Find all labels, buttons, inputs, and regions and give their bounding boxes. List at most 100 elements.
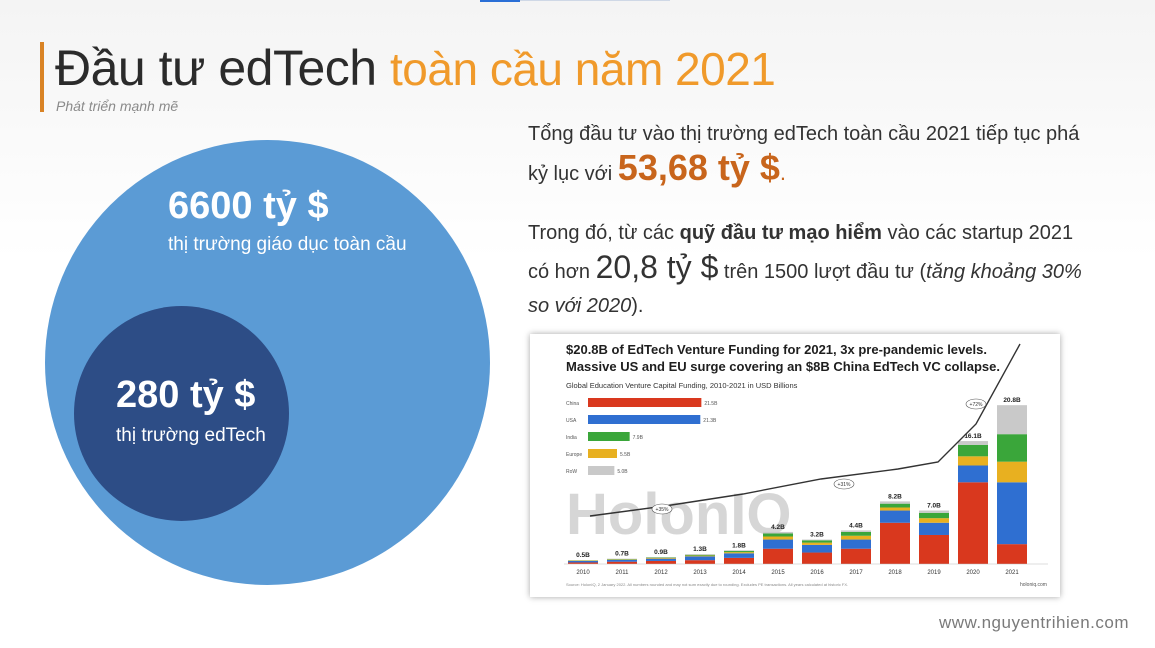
inset-label: Europe — [566, 452, 582, 458]
inset-value: 21.3B — [703, 418, 717, 424]
bars-group: 0.5B 0.7B 0.9B 1.3B 1.8B 4.2B 3.2B 4.4B 8.2B 7.0B… — [568, 397, 1027, 564]
trend-marker-label: +31% — [838, 482, 851, 488]
bar-segment — [880, 522, 910, 564]
edtech-circle — [74, 306, 289, 521]
inset-value: 5.5B — [620, 452, 631, 458]
bar-segment — [802, 539, 832, 541]
bar-segment — [802, 542, 832, 545]
bar-total-label: 7.0B — [927, 503, 941, 510]
inset-bar — [588, 466, 615, 475]
bar-segment — [880, 503, 910, 508]
inset-value: 21.5B — [704, 401, 718, 407]
bar-segment — [958, 482, 988, 564]
bar-total-label: 16.1B — [964, 433, 982, 440]
bar-segment — [607, 561, 637, 564]
p2-text-c: trên 1500 lượt đầu tư ( — [718, 261, 927, 283]
x-tick-label: 2014 — [732, 570, 746, 576]
p2-bold: quỹ đầu tư mạo hiểm — [679, 222, 882, 244]
bar-total-label: 20.8B — [1003, 397, 1021, 404]
bar-segment — [841, 539, 871, 549]
bar-segment — [880, 510, 910, 523]
bar-segment — [685, 556, 715, 561]
bar-segment — [841, 531, 871, 536]
bar-segment — [763, 548, 793, 564]
x-tick-label: 2010 — [576, 570, 590, 576]
bar-segment — [685, 554, 715, 556]
trend-line — [589, 343, 1021, 517]
bar-segment — [724, 557, 754, 564]
bar-segment — [724, 552, 754, 554]
top-tab-indicator — [480, 0, 520, 2]
p2-italic: tăng khoảng 30% so với 2020 — [528, 261, 1082, 317]
venture-paragraph: Trong đó, từ các quỹ đầu tư mạo hiểm vào… — [528, 216, 1088, 323]
chart-title-line-2: Massive US and EU surge covering an $8B … — [566, 359, 1000, 374]
bar-segment — [724, 551, 754, 553]
inset-label: China — [566, 401, 579, 407]
slide-title: Đầu tư edTech toàn cầu năm 2021 — [55, 38, 776, 99]
bar-segment — [568, 560, 598, 563]
bar-segment — [919, 518, 949, 523]
x-tick-label: 2018 — [888, 570, 902, 576]
bar-segment — [841, 530, 871, 532]
slide-subtitle: Phát triển mạnh mẽ — [56, 98, 179, 114]
title-part-2: toàn cầu năm 2021 — [390, 43, 776, 95]
p1-text: Tổng đầu tư vào thị trường edTech toàn c… — [528, 123, 1080, 185]
x-tick-label: 2021 — [1005, 570, 1019, 576]
bar-total-label: 1.8B — [732, 542, 746, 549]
bar-total-label: 8.2B — [888, 493, 902, 500]
x-tick-label: 2016 — [810, 570, 824, 576]
bar-segment — [724, 550, 754, 552]
bar-segment — [802, 540, 832, 543]
bar-segment — [997, 405, 1027, 435]
bar-total-label: 4.4B — [849, 522, 863, 529]
chart-subtitle: Global Education Venture Capital Funding… — [566, 381, 798, 390]
x-tick-label: 2015 — [771, 570, 785, 576]
bar-segment — [646, 560, 676, 564]
bar-total-label: 4.2B — [771, 524, 785, 531]
bar-segment — [997, 482, 1027, 545]
bar-segment — [763, 536, 793, 540]
x-tick-label: 2012 — [654, 570, 668, 576]
bar-segment — [841, 548, 871, 564]
title-accent-bar — [40, 42, 44, 112]
bar-segment — [802, 544, 832, 553]
bar-segment — [685, 555, 715, 557]
inset-label: RoW — [566, 469, 577, 475]
inset-bar — [588, 432, 630, 441]
p2-end: ). — [631, 295, 644, 317]
global-market-label: thị trường giáo dục toàn cầu — [168, 234, 407, 255]
p2-text-b: vào các startup 2021 có hơn — [528, 222, 1074, 283]
edtech-market-label: thị trường edTech — [116, 425, 266, 446]
bar-segment — [919, 510, 949, 513]
bar-segment — [880, 507, 910, 511]
inset-value: 5.0B — [617, 469, 628, 475]
chart-source-note: Source: HolonIQ, 2 January 2022. All num… — [566, 582, 848, 587]
trend-marker-label: +72% — [970, 402, 983, 408]
bar-total-label: 1.3B — [693, 546, 707, 553]
trend-line-group: +35% +31% +72% — [589, 343, 1021, 517]
bar-total-label: 3.2B — [810, 532, 824, 539]
inset-label: USA — [566, 418, 577, 424]
bar-segment — [607, 559, 637, 562]
bar-total-label: 0.5B — [576, 552, 590, 559]
bar-segment — [802, 552, 832, 564]
trend-marker-label: +35% — [656, 507, 669, 513]
bar-segment — [685, 554, 715, 555]
inset-bars: China 21.5B USA 21.3B India 7.9B Europe 5.5B RoW… — [566, 398, 718, 475]
investment-paragraph: Tổng đầu tư vào thị trường edTech toàn c… — [528, 117, 1088, 191]
bar-total-label: 0.7B — [615, 551, 629, 558]
inset-label: India — [566, 435, 577, 441]
bar-segment — [958, 465, 988, 483]
bar-segment — [763, 533, 793, 537]
trend-marker-bubble — [965, 398, 987, 410]
bar-segment — [919, 512, 949, 519]
footer-website[interactable]: www.nguyentrihien.com — [938, 613, 1129, 632]
bar-segment — [685, 560, 715, 564]
bar-segment — [997, 434, 1027, 462]
bar-segment — [958, 444, 988, 457]
inset-value: 7.9B — [633, 435, 644, 441]
edtech-market-value: 280 tỷ $ — [116, 374, 256, 416]
p2-text-a: Trong đó, từ các — [528, 222, 680, 244]
venture-amount: 20,8 tỷ $ — [595, 249, 719, 285]
global-market-value: 6600 tỷ $ — [168, 185, 329, 227]
